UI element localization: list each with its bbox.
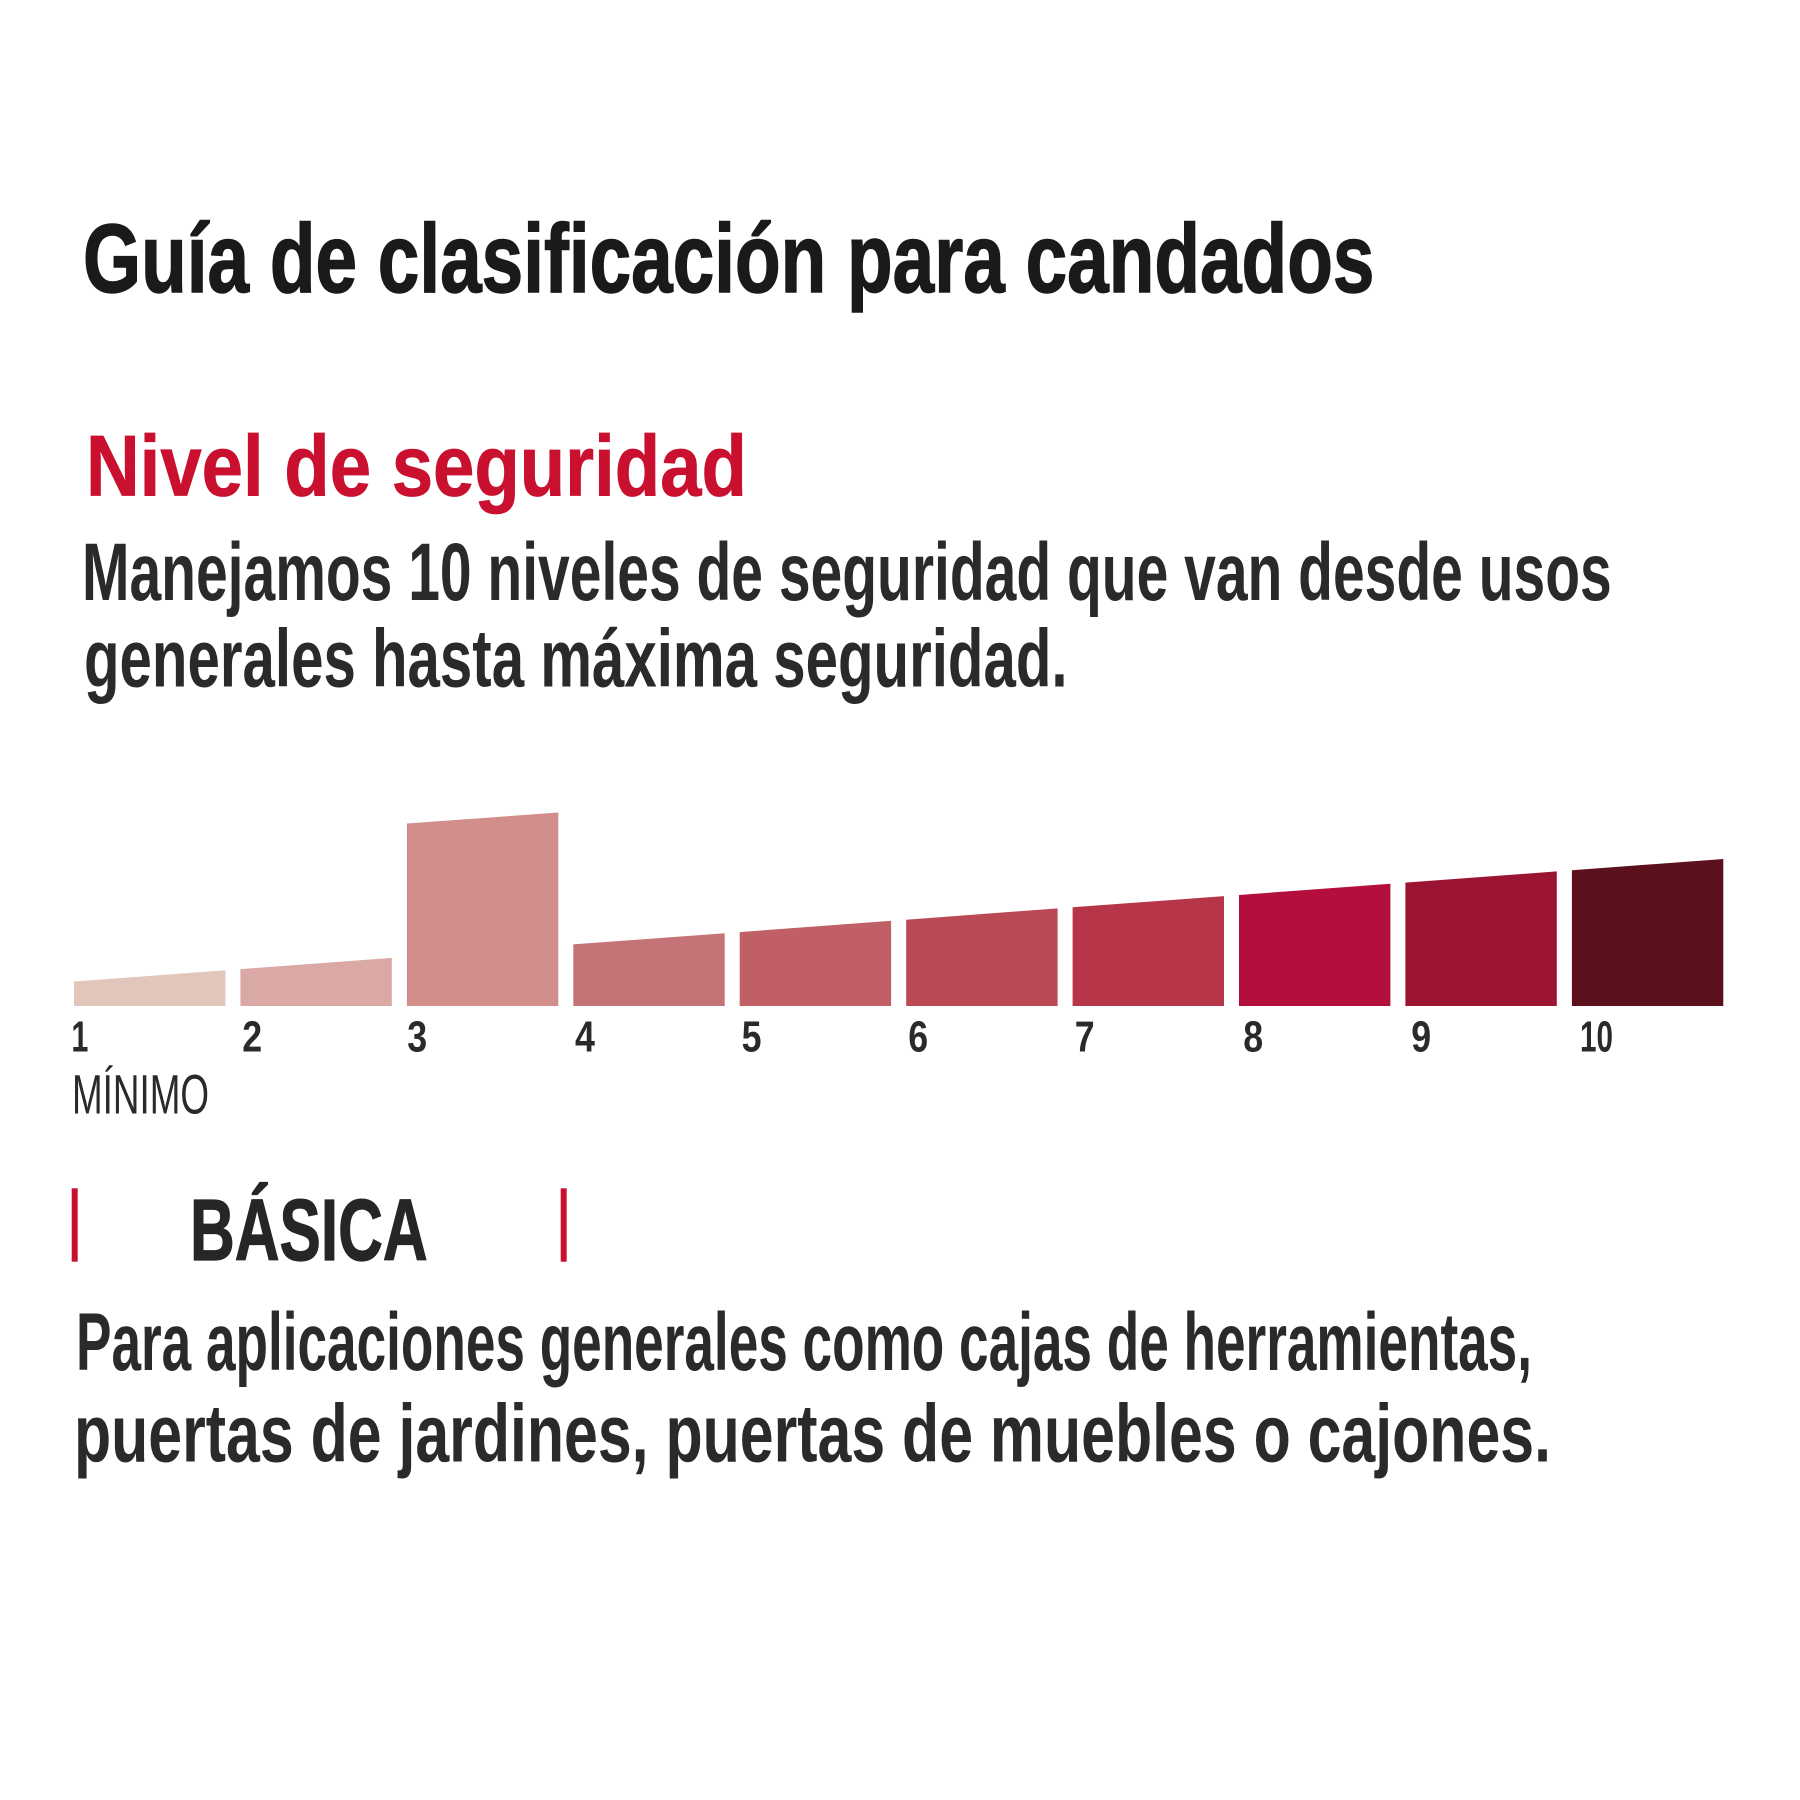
svg-text:Para aplicaciones generales co: Para aplicaciones generales como cajas d… bbox=[76, 1297, 1532, 1388]
svg-text:3: 3 bbox=[407, 1014, 427, 1062]
svg-text:Nivel de seguridad: Nivel de seguridad bbox=[86, 419, 747, 515]
svg-text:5: 5 bbox=[742, 1014, 762, 1062]
svg-text:Guía de clasificación para can: Guía de clasificación para candados bbox=[83, 204, 1374, 313]
svg-text:BÁSICA: BÁSICA bbox=[190, 1182, 428, 1279]
svg-text:8: 8 bbox=[1243, 1014, 1263, 1062]
svg-text:10: 10 bbox=[1580, 1014, 1613, 1062]
svg-text:Manejamos 10 niveles de seguri: Manejamos 10 niveles de seguridad que va… bbox=[82, 527, 1612, 618]
svg-text:2: 2 bbox=[242, 1014, 262, 1062]
svg-text:4: 4 bbox=[575, 1014, 596, 1062]
svg-text:9: 9 bbox=[1411, 1014, 1431, 1062]
svg-text:1: 1 bbox=[71, 1014, 88, 1062]
svg-text:MÍNIMO: MÍNIMO bbox=[72, 1064, 209, 1126]
svg-text:generales hasta máxima segurid: generales hasta máxima seguridad. bbox=[84, 614, 1068, 705]
svg-text:6: 6 bbox=[908, 1014, 928, 1062]
svg-text:puertas de jardines, puertas d: puertas de jardines, puertas de muebles … bbox=[74, 1389, 1551, 1480]
svg-text:7: 7 bbox=[1075, 1014, 1095, 1062]
